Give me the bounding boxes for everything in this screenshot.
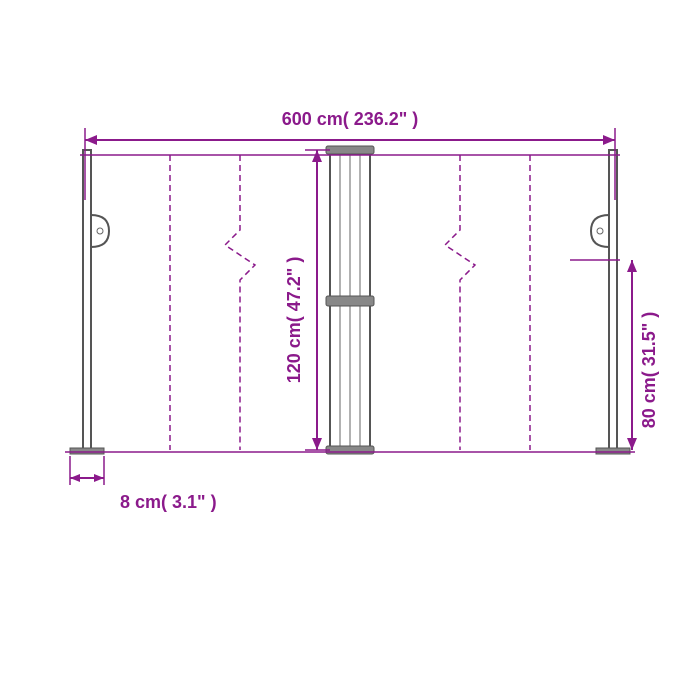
dim-height-120: 120 cm( 47.2" ): [284, 150, 330, 450]
dim-side-80: 80 cm( 31.5" ): [570, 260, 659, 450]
dim-height-label: 120 cm( 47.2" ): [284, 257, 304, 384]
right-post: [591, 150, 630, 454]
center-cassette: [326, 146, 374, 454]
dim-base-label: 8 cm( 3.1" ): [120, 492, 217, 512]
dimension-diagram: 600 cm( 236.2" ) 120 cm( 47.2" ) 80 cm( …: [0, 0, 700, 700]
dim-width-label: 600 cm( 236.2" ): [282, 109, 419, 129]
dim-base-8: 8 cm( 3.1" ): [70, 456, 217, 512]
left-post: [70, 150, 109, 454]
dim-side-label: 80 cm( 31.5" ): [639, 312, 659, 429]
